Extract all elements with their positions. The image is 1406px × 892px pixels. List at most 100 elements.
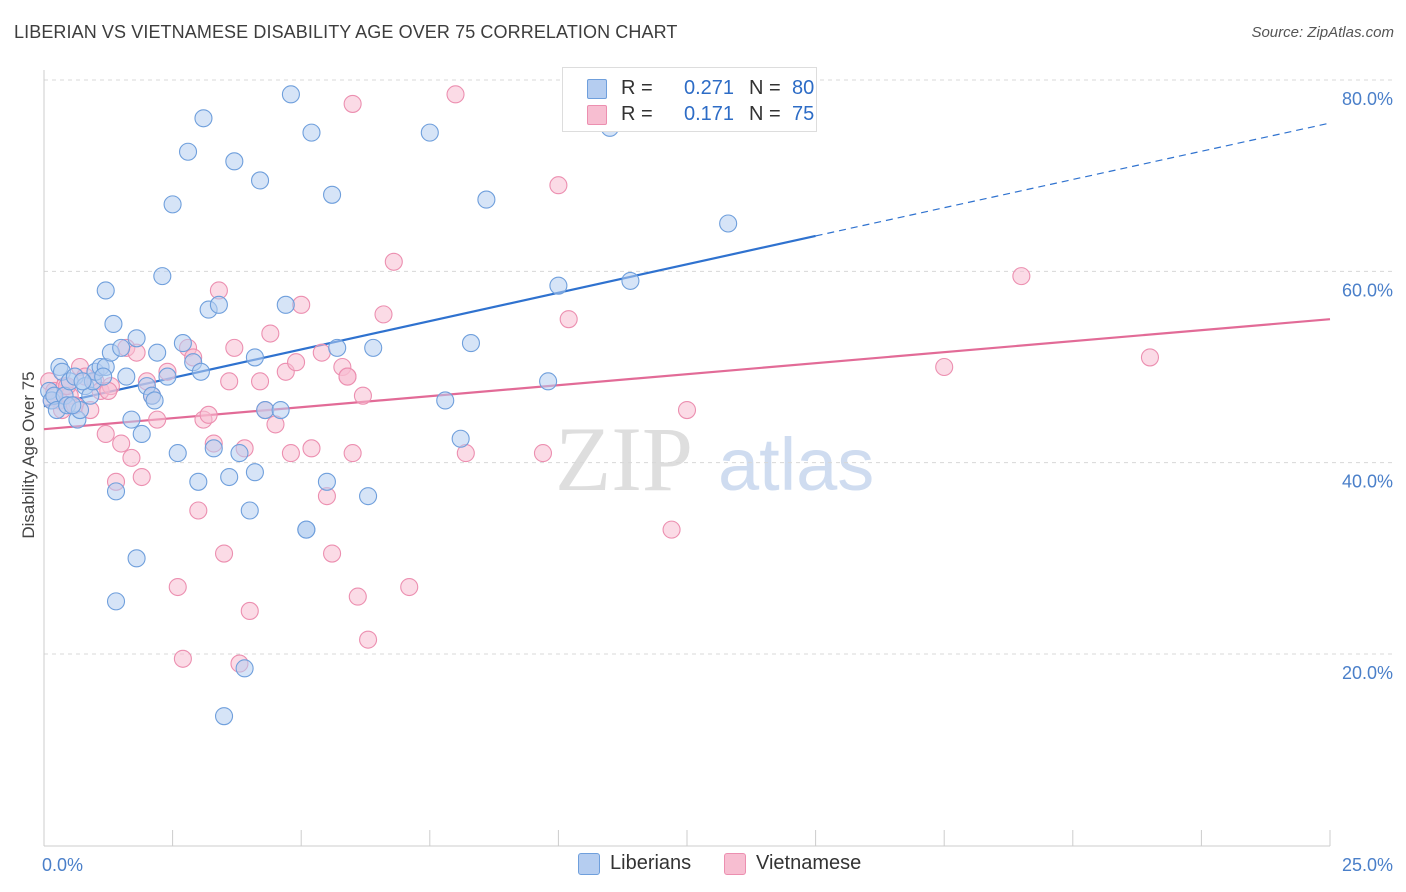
vietnamese-point bbox=[302, 439, 321, 458]
vietnamese-point bbox=[122, 448, 141, 467]
liberian-point bbox=[436, 391, 455, 410]
liberian-point bbox=[328, 338, 347, 357]
y-tick-label: 60.0% bbox=[1342, 280, 1393, 300]
liberian-point bbox=[214, 707, 234, 726]
legend-swatch-vietnamese bbox=[724, 853, 746, 875]
watermark-atlas: atlas bbox=[718, 423, 874, 506]
vietnamese-point bbox=[240, 601, 259, 621]
x-tick-label-min: 0.0% bbox=[42, 855, 83, 875]
liberian-point bbox=[173, 334, 192, 353]
liberian-point bbox=[94, 367, 113, 386]
x-tick-label-max: 25.0% bbox=[1342, 855, 1393, 875]
vietnamese-point bbox=[559, 310, 578, 329]
vietnamese-point bbox=[348, 587, 367, 606]
liberian-point bbox=[302, 123, 321, 142]
liberian-point bbox=[549, 276, 568, 295]
liberian-point bbox=[194, 109, 213, 128]
legend-r-label: R = bbox=[621, 77, 653, 99]
vietnamese-point bbox=[343, 444, 362, 463]
vietnamese-points bbox=[40, 85, 1160, 673]
liberian-point bbox=[148, 343, 167, 362]
liberian-point bbox=[127, 549, 146, 568]
liberian-point bbox=[209, 295, 228, 314]
liberian-point bbox=[250, 171, 270, 190]
liberian-point bbox=[153, 267, 172, 286]
liberian-point bbox=[178, 142, 198, 161]
axes bbox=[43, 70, 1331, 847]
liberian-point bbox=[276, 295, 295, 314]
liberian-point bbox=[163, 195, 182, 214]
vietnamese-point bbox=[173, 649, 192, 668]
vietnamese-point bbox=[225, 338, 244, 357]
liberian-point bbox=[256, 400, 275, 420]
vietnamese-point bbox=[287, 353, 306, 372]
liberian-point bbox=[271, 400, 290, 420]
liberian-point bbox=[145, 391, 164, 410]
chart-title: LIBERIAN VS VIETNAMESE DISABILITY AGE OV… bbox=[14, 22, 678, 42]
liberian-point bbox=[127, 329, 146, 348]
vietnamese-point bbox=[214, 544, 234, 563]
legend-n-value: 80 bbox=[792, 77, 815, 99]
vietnamese-point bbox=[384, 252, 403, 271]
vietnamese-point bbox=[281, 444, 300, 463]
watermark: ZIP atlas bbox=[555, 408, 874, 510]
y-tick-label: 80.0% bbox=[1342, 89, 1393, 109]
liberian-point bbox=[63, 396, 82, 415]
liberian-point bbox=[477, 190, 496, 209]
vietnamese-point bbox=[292, 295, 311, 314]
liberian-point bbox=[359, 487, 378, 506]
liberian-point bbox=[225, 152, 244, 171]
vietnamese-point bbox=[148, 410, 167, 429]
liberian-point bbox=[230, 444, 249, 463]
liberian-point bbox=[104, 314, 123, 334]
watermark-zip: ZIP bbox=[555, 408, 693, 510]
vietnamese-point bbox=[338, 367, 357, 386]
liberian-point bbox=[168, 444, 187, 463]
liberian-point bbox=[621, 271, 640, 290]
liberian-point bbox=[461, 334, 481, 353]
liberian-point bbox=[297, 520, 316, 539]
stats-legend: R = 0.271 N = 80 R = 0.171 N = 75 bbox=[562, 67, 817, 132]
vietnamese-point bbox=[662, 520, 681, 539]
vietnamese-point bbox=[446, 85, 465, 104]
liberian-point bbox=[122, 410, 141, 429]
liberian-point bbox=[158, 367, 177, 386]
liberian-point bbox=[235, 659, 254, 678]
legend-n-label: N = bbox=[749, 103, 781, 125]
liberian-point bbox=[106, 592, 126, 611]
vietnamese-point bbox=[220, 372, 239, 391]
liberian-point bbox=[719, 214, 738, 233]
vietnamese-point bbox=[400, 577, 419, 597]
vietnamese-point bbox=[935, 357, 954, 377]
liberian-point bbox=[132, 424, 151, 444]
liberian-point bbox=[204, 439, 223, 458]
liberian-point bbox=[96, 281, 115, 300]
liberian-point bbox=[420, 123, 439, 142]
liberian-point bbox=[245, 348, 264, 367]
vietnamese-point bbox=[1012, 267, 1031, 286]
vietnamese-point bbox=[549, 176, 568, 195]
liberian-point bbox=[189, 472, 208, 491]
vietnamese-point bbox=[323, 544, 342, 563]
vietnamese-point bbox=[132, 467, 151, 487]
liberian-point bbox=[73, 372, 92, 391]
vietnamese-point bbox=[312, 343, 331, 362]
vietnamese-point bbox=[353, 386, 372, 405]
legend-swatch-liberians bbox=[587, 79, 607, 99]
vietnamese-point bbox=[261, 324, 280, 343]
legend-n-label: N = bbox=[749, 77, 781, 99]
liberian-point bbox=[364, 338, 383, 357]
liberian-point bbox=[451, 429, 470, 448]
legend-swatch-liberians bbox=[578, 853, 600, 875]
y-tick-label: 40.0% bbox=[1342, 472, 1393, 492]
vietnamese-point bbox=[533, 444, 553, 463]
gridlines: 20.0% 40.0% 60.0% 80.0% bbox=[44, 79, 1393, 683]
liberian-point bbox=[245, 463, 264, 482]
liberian-points bbox=[40, 85, 738, 726]
legend-r-value: 0.271 bbox=[684, 77, 735, 99]
vietnamese-point bbox=[374, 305, 393, 324]
vietnamese-point bbox=[199, 405, 218, 424]
legend-label-vietnamese: Vietnamese bbox=[756, 852, 862, 874]
y-tick-label: 20.0% bbox=[1342, 663, 1393, 683]
